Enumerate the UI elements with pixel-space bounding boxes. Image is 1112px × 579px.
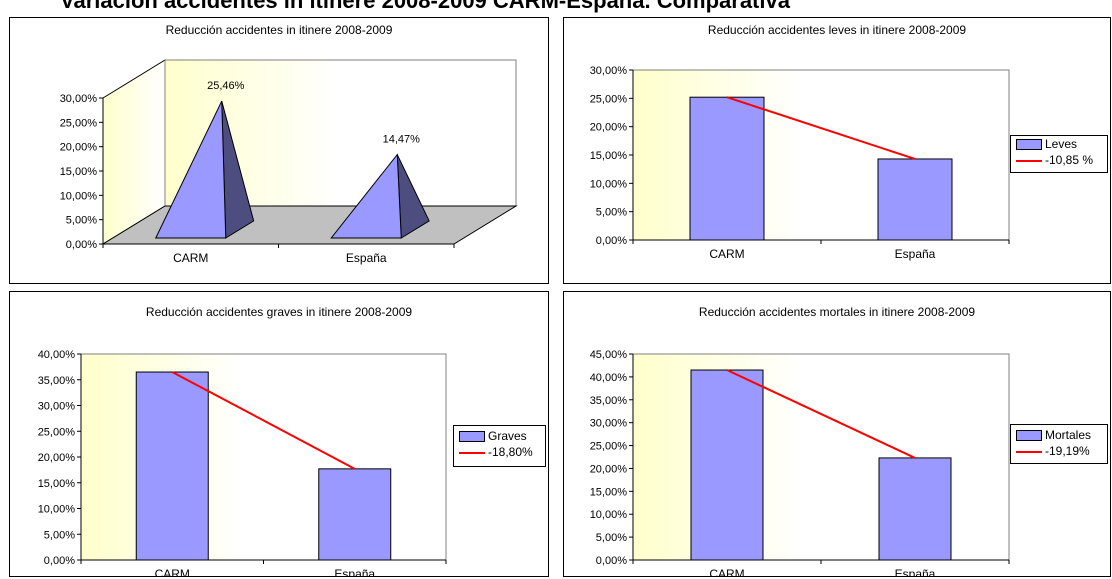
y-tick-label: 40,00% [38, 349, 76, 361]
y-tick-label: 20,00% [60, 142, 98, 154]
page-title: Variación accidentes in itinere 2008-200… [60, 0, 790, 13]
y-tick-label: 5,00% [66, 215, 97, 227]
y-tick-label: 0,00% [596, 555, 627, 567]
y-tick-label: 45,00% [590, 349, 628, 361]
legend-label: Leves [1045, 137, 1078, 151]
page-header: Variación accidentes in itinere 2008-200… [0, 0, 1112, 16]
y-tick-label: 5,00% [596, 207, 627, 219]
bar [690, 369, 764, 561]
trend-line [726, 369, 916, 459]
y-tick-label: 10,00% [60, 190, 98, 202]
chart-title: Reducción accidentes in itinere 2008-200… [166, 23, 393, 37]
legend-label: Graves [488, 429, 527, 443]
y-tick-label: 25,00% [60, 117, 98, 129]
x-tick-label: España [895, 567, 936, 576]
y-tick-label: 30,00% [590, 418, 628, 430]
y-tick-label: 15,00% [60, 166, 98, 178]
chart-title: Reducción accidentes leves in itinere 20… [708, 23, 966, 37]
y-tick-label: 20,00% [590, 122, 628, 134]
legend-label: Mortales [1045, 428, 1092, 442]
y-tick-label: 30,00% [590, 65, 628, 77]
pyramid-face [154, 100, 227, 239]
legend-line [1016, 160, 1042, 162]
x-tick-label: CARM [155, 567, 190, 576]
legend-item-line: -19,19% [1011, 443, 1107, 459]
bar [135, 371, 209, 561]
y-tick-label: 40,00% [590, 372, 628, 384]
chart-panel-total: Reducción accidentes in itinere 2008-200… [9, 17, 549, 284]
x-tick-label: CARM [709, 247, 744, 261]
chart-title: Reducción accidentes mortales in itinere… [699, 305, 975, 319]
y-tick-label: 0,00% [596, 235, 627, 247]
x-tick-label: España [346, 251, 387, 265]
bar [878, 457, 952, 561]
legend: Leves -10,85 % [1010, 135, 1108, 173]
plot-area [632, 353, 1010, 561]
legend-item-line: -10,85 % [1011, 152, 1107, 168]
y-tick-label: 35,00% [590, 395, 628, 407]
y-tick-label: 20,00% [38, 452, 76, 464]
y-tick-label: 30,00% [60, 93, 98, 105]
legend-swatch [1016, 430, 1042, 441]
pyramid-face [330, 153, 402, 239]
y-tick-label: 30,00% [38, 401, 76, 413]
y-tick-label: 25,00% [590, 441, 628, 453]
trend-line [726, 96, 916, 160]
bar [689, 96, 765, 241]
trend-line [171, 371, 356, 470]
chart-title: Reducción accidentes graves in itinere 2… [146, 305, 412, 319]
legend-label: -18,80% [488, 445, 533, 459]
chart-mortales-svg: Reducción accidentes mortales in itinere… [590, 305, 1010, 576]
legend: Mortales -19,19% [1010, 424, 1108, 464]
x-tick-label: España [895, 247, 936, 261]
legend: Graves -18,80% [453, 425, 546, 467]
legend-label: -10,85 % [1045, 153, 1094, 167]
legend-swatch [459, 431, 485, 442]
legend-line [1016, 451, 1042, 453]
y-tick-label: 35,00% [38, 375, 76, 387]
y-tick-label: 5,00% [44, 529, 75, 541]
chart-panel-graves: Reducción accidentes graves in itinere 2… [9, 291, 549, 577]
x-tick-label: CARM [709, 567, 744, 576]
chart-panel-mortales: Reducción accidentes mortales in itinere… [563, 291, 1111, 577]
y-tick-label: 15,00% [590, 150, 628, 162]
x-tick-label: CARM [173, 251, 208, 265]
legend-item-bar: Graves [454, 428, 545, 444]
legend-item-bar: Mortales [1011, 427, 1107, 443]
chart-panel-leves: Reducción accidentes leves in itinere 20… [563, 17, 1111, 284]
y-tick-label: 5,00% [596, 532, 627, 544]
chart-graves-svg: Reducción accidentes graves in itinere 2… [38, 305, 447, 576]
bar [318, 468, 392, 561]
x-tick-label: España [334, 567, 375, 576]
y-tick-label: 10,00% [38, 504, 76, 516]
y-tick-label: 0,00% [44, 555, 75, 567]
legend-line [459, 452, 485, 454]
y-tick-label: 25,00% [590, 93, 628, 105]
chart-leves-svg: Reducción accidentes leves in itinere 20… [590, 23, 1010, 261]
y-tick-label: 0,00% [66, 239, 97, 251]
bar [877, 158, 953, 241]
legend-label: -19,19% [1045, 444, 1090, 458]
chart-total-svg: Reducción accidentes in itinere 2008-200… [60, 23, 518, 265]
y-tick-label: 25,00% [38, 426, 76, 438]
legend-swatch [1016, 139, 1042, 150]
y-tick-label: 10,00% [590, 509, 628, 521]
y-tick-label: 15,00% [38, 478, 76, 490]
data-label: 14,47% [383, 134, 421, 146]
y-tick-label: 10,00% [590, 178, 628, 190]
legend-item-bar: Leves [1011, 136, 1107, 152]
y-tick-label: 20,00% [590, 463, 628, 475]
data-label: 25,46% [207, 80, 245, 92]
y-tick-label: 15,00% [590, 486, 628, 498]
plot-area [632, 69, 1010, 241]
legend-item-line: -18,80% [454, 444, 545, 460]
